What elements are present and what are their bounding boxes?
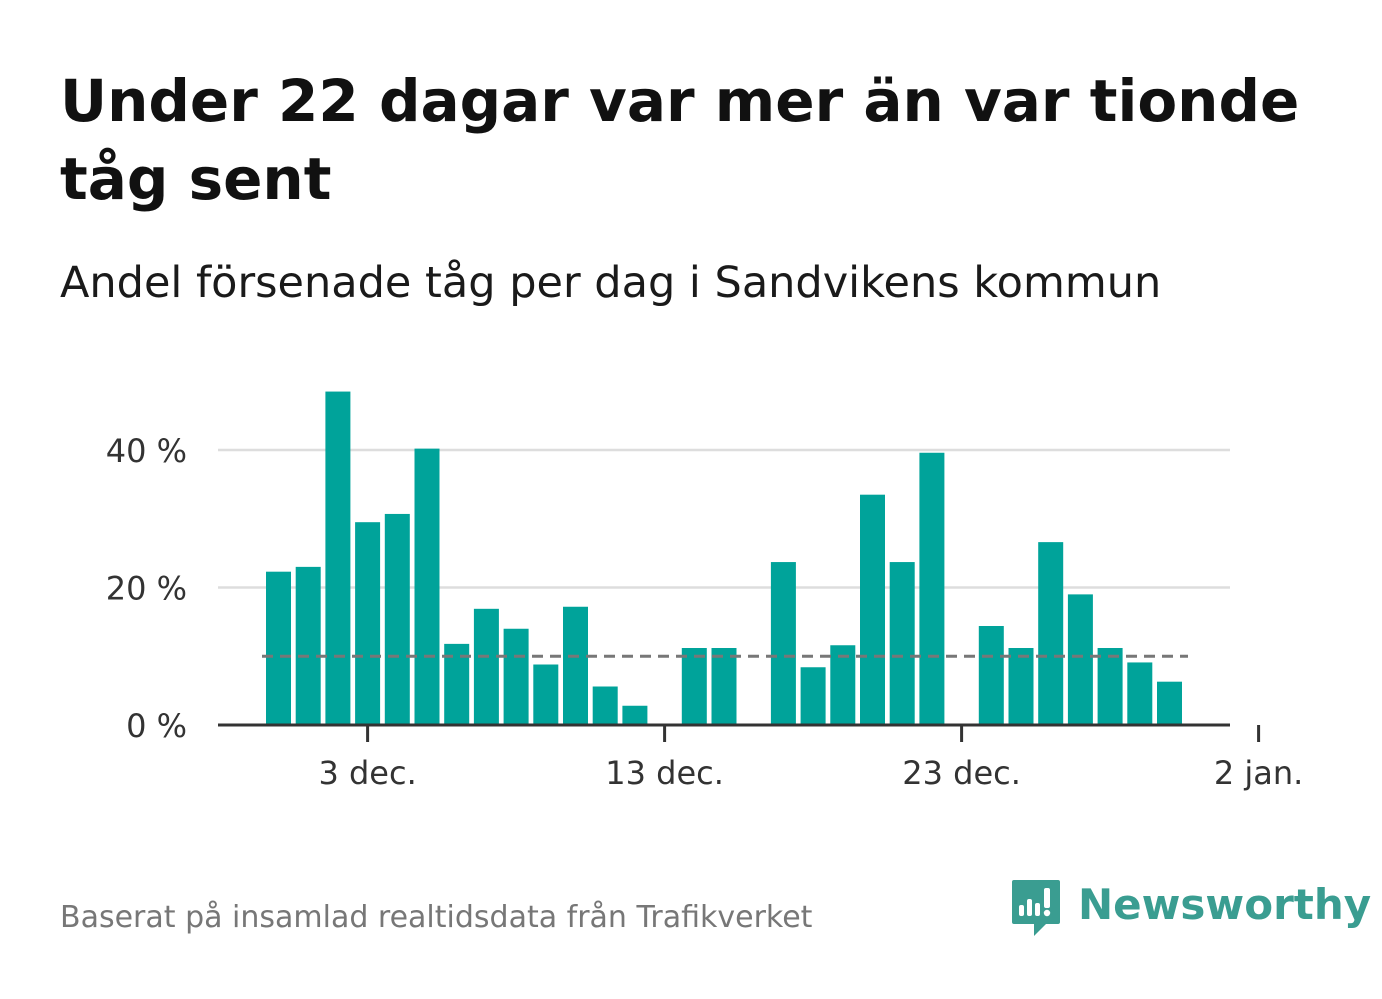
x-tick-label: 2 jan. bbox=[1214, 754, 1303, 792]
bar bbox=[384, 513, 410, 725]
y-tick-label: 40 % bbox=[106, 432, 187, 470]
bar bbox=[473, 608, 499, 725]
bar bbox=[503, 628, 529, 725]
bar bbox=[266, 571, 291, 725]
newsworthy-logo-icon bbox=[1012, 880, 1060, 936]
brand-name: Newsworthy bbox=[1078, 880, 1372, 929]
bar bbox=[1127, 662, 1153, 725]
bar bbox=[414, 448, 440, 725]
bar bbox=[592, 686, 618, 725]
bar bbox=[919, 452, 945, 725]
bar bbox=[563, 606, 588, 725]
bar bbox=[889, 562, 915, 725]
y-tick-label: 20 % bbox=[106, 570, 187, 608]
bar bbox=[860, 494, 885, 725]
bar bbox=[770, 562, 796, 725]
x-tick-label: 23 dec. bbox=[902, 754, 1021, 792]
chart-subtitle: Andel försenade tåg per dag i Sandvikens… bbox=[60, 258, 1162, 308]
source-note: Baserat på insamlad realtidsdata från Tr… bbox=[60, 900, 813, 935]
bar bbox=[830, 645, 856, 725]
x-tick-label: 3 dec. bbox=[318, 754, 416, 792]
bar bbox=[355, 522, 381, 725]
bar bbox=[800, 667, 826, 725]
x-tick-label: 13 dec. bbox=[605, 754, 724, 792]
bar bbox=[622, 705, 648, 725]
bar bbox=[1157, 681, 1182, 725]
bar bbox=[1067, 594, 1093, 725]
bar bbox=[1038, 542, 1064, 725]
bar bbox=[295, 566, 321, 725]
bar bbox=[681, 648, 707, 725]
bar bbox=[533, 664, 559, 725]
bar-chart: 0 % 20 % 40 % 3 dec. 13 dec. 23 dec. 2 jan. bbox=[106, 391, 1303, 792]
chart-title: Under 22 dagar var mer än var tionde tåg… bbox=[60, 67, 1300, 213]
bar bbox=[978, 626, 1004, 725]
bar bbox=[1008, 648, 1034, 725]
bar bbox=[1097, 648, 1123, 725]
bar bbox=[711, 648, 737, 725]
bar bbox=[325, 391, 351, 725]
y-tick-label: 0 % bbox=[126, 707, 187, 745]
